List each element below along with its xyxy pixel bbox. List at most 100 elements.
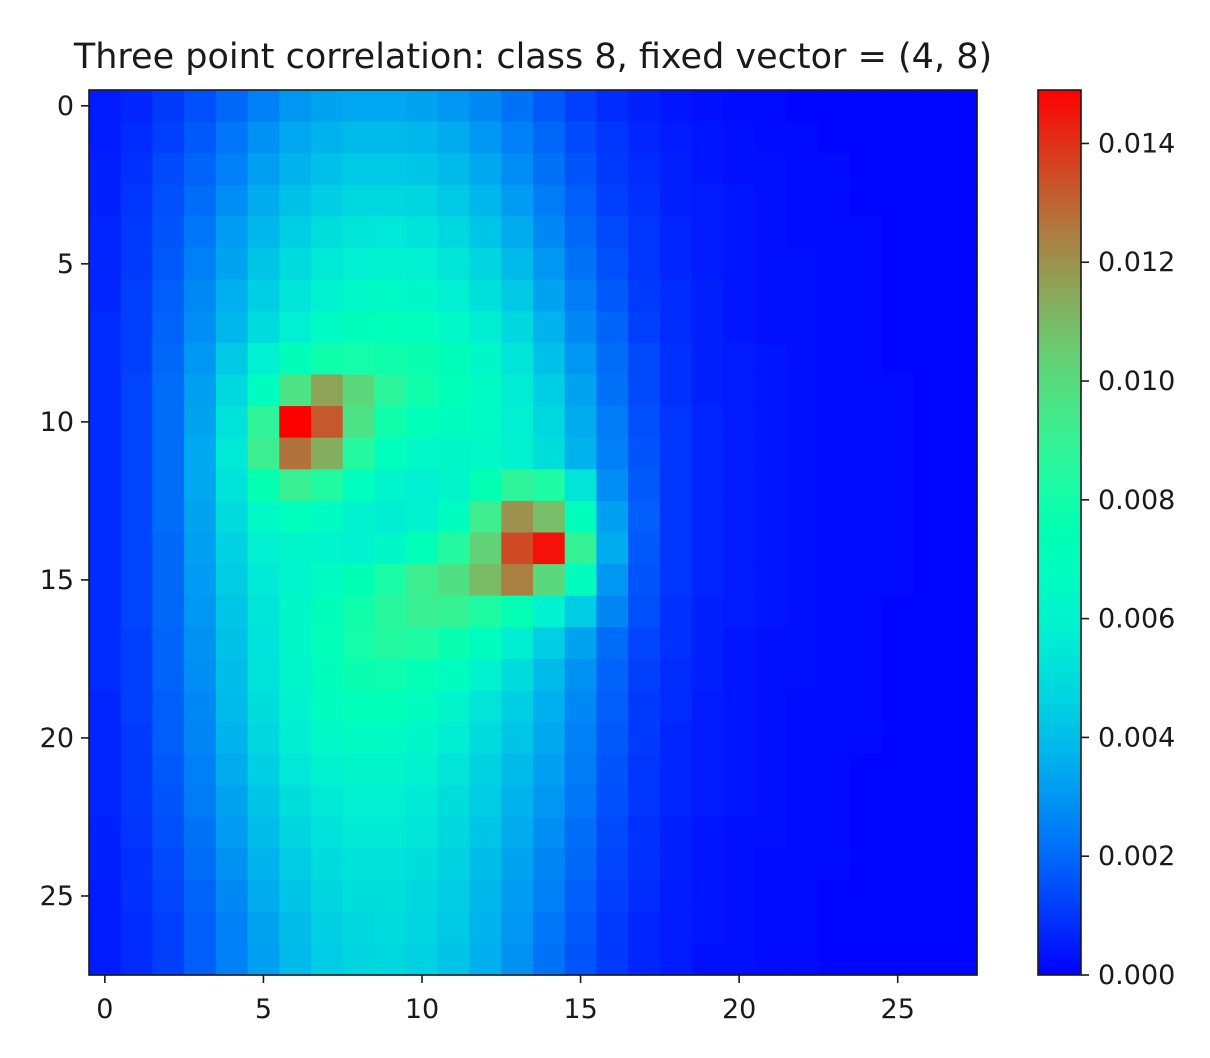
heatmap-cell [184, 184, 217, 218]
heatmap-cell [152, 342, 185, 376]
heatmap-cell [120, 469, 154, 502]
heatmap-cell [247, 785, 280, 818]
heatmap-cell [945, 248, 978, 281]
heatmap-cell [247, 943, 280, 976]
x-tick-label: 25 [881, 994, 915, 1025]
heatmap-cell [659, 943, 693, 976]
heatmap-cell [628, 374, 661, 407]
heatmap-cell [501, 500, 534, 534]
heatmap-cell [755, 153, 788, 186]
heatmap-cell [152, 753, 185, 786]
heatmap-cell [628, 816, 661, 850]
heatmap-cell [501, 469, 534, 502]
heatmap-cell [945, 627, 978, 660]
heatmap-cell [913, 532, 946, 565]
heatmap-cell [596, 90, 629, 123]
heatmap-cell [501, 184, 534, 218]
heatmap-cell [564, 627, 598, 660]
heatmap-cell [691, 627, 724, 660]
heatmap-cell [374, 216, 407, 249]
heatmap-cell [628, 532, 661, 565]
heatmap-cell [152, 437, 185, 470]
heatmap-cell [501, 943, 534, 976]
heatmap-cell [374, 184, 407, 218]
heatmap-cell [596, 279, 629, 312]
heatmap-cell [374, 374, 407, 407]
heatmap-cell [850, 785, 883, 818]
heatmap-cell [247, 690, 280, 723]
heatmap-cell [215, 216, 249, 249]
heatmap-cell [374, 753, 407, 786]
heatmap-cell [120, 153, 154, 186]
heatmap-cell [881, 311, 915, 344]
heatmap-cell [437, 406, 471, 439]
heatmap-cell [881, 216, 915, 249]
heatmap-cell [89, 374, 122, 407]
heatmap-cell [89, 437, 122, 470]
heatmap-cell [628, 184, 661, 218]
heatmap-cell [659, 500, 693, 534]
heatmap-cell [818, 469, 851, 502]
heatmap-cell [596, 184, 629, 218]
heatmap-cell [755, 816, 788, 850]
heatmap-cell [437, 279, 471, 312]
colorbar-tick-label: 0.002 [1098, 841, 1175, 872]
heatmap-cell [184, 816, 217, 850]
heatmap-cell [184, 690, 217, 723]
heatmap-cell [945, 216, 978, 249]
heatmap-cell [723, 595, 756, 628]
heatmap-cell [691, 153, 724, 186]
heatmap-cell [659, 722, 693, 755]
heatmap-cell [374, 153, 407, 186]
heatmap-cell [152, 406, 185, 439]
heatmap-cell [152, 90, 185, 123]
heatmap-cell [247, 216, 280, 249]
x-tick-label: 0 [96, 994, 113, 1025]
heatmap-cell [818, 848, 851, 881]
heatmap-cell [184, 406, 217, 439]
heatmap-cell [469, 943, 502, 976]
heatmap-cell [279, 690, 312, 723]
heatmap-cell [596, 564, 629, 597]
heatmap-cell [659, 248, 693, 281]
heatmap-cell [184, 658, 217, 692]
heatmap-cell [247, 342, 280, 376]
heatmap-cell [469, 184, 502, 218]
heatmap-cell [501, 753, 534, 786]
heatmap-cell [374, 532, 407, 565]
heatmap-cell [564, 248, 598, 281]
heatmap-cell [786, 153, 820, 186]
heatmap-cell [215, 848, 249, 881]
heatmap-cell [311, 564, 344, 597]
heatmap-cell [374, 90, 407, 123]
x-tick-label: 15 [563, 994, 597, 1025]
heatmap-cell [596, 816, 629, 850]
heatmap-cell [818, 121, 851, 154]
heatmap-cell [311, 595, 344, 628]
heatmap-cell [881, 469, 915, 502]
heatmap-cell [437, 469, 471, 502]
heatmap-cell [786, 785, 820, 818]
heatmap-cell [120, 216, 154, 249]
heatmap-cell [184, 880, 217, 913]
heatmap-cell [89, 753, 122, 786]
heatmap-cell [311, 500, 344, 534]
heatmap-cell [786, 532, 820, 565]
heatmap-cell [850, 406, 883, 439]
heatmap-cell [469, 121, 502, 154]
heatmap-cell [89, 342, 122, 376]
heatmap-cell [945, 785, 978, 818]
heatmap-cell [311, 216, 344, 249]
heatmap-cell [120, 848, 154, 881]
heatmap-cell [406, 248, 439, 281]
y-tick-label: 25 [40, 881, 74, 912]
heatmap-cell [501, 90, 534, 123]
heatmap-cell [279, 90, 312, 123]
heatmap-cell [913, 690, 946, 723]
heatmap-cell [184, 943, 217, 976]
heatmap-cell [437, 816, 471, 850]
heatmap-cell [659, 564, 693, 597]
heatmap-cell [945, 374, 978, 407]
heatmap-cell [564, 690, 598, 723]
heatmap-cell [818, 437, 851, 470]
